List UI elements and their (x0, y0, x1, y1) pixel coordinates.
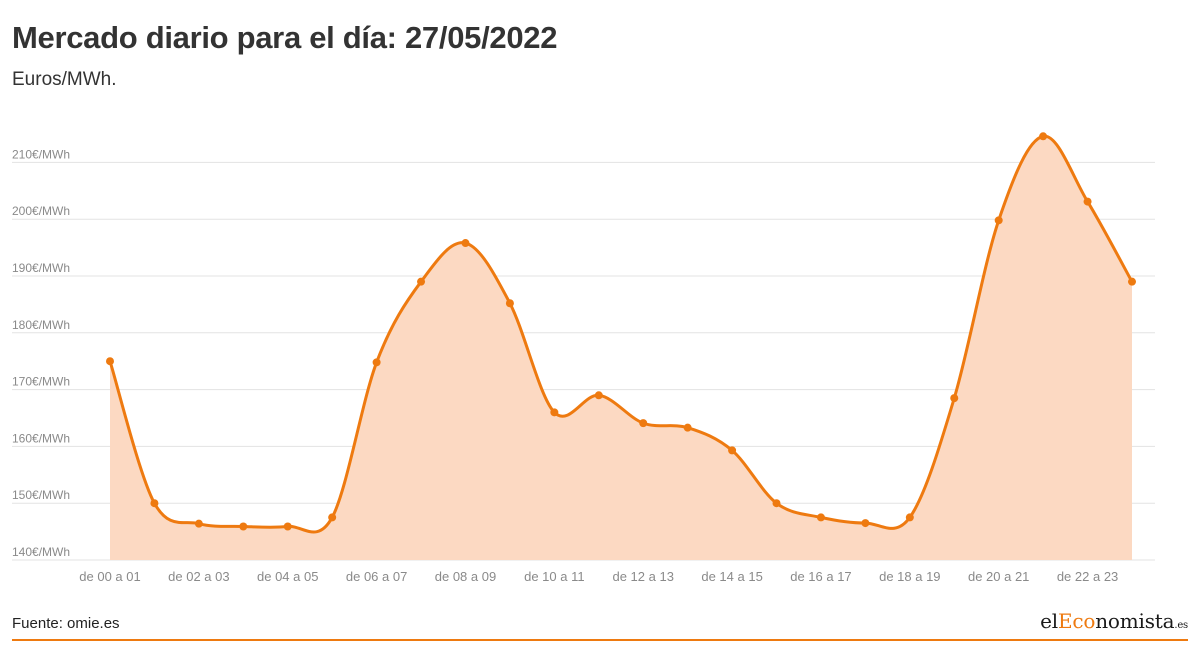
data-point (1039, 132, 1048, 141)
data-point (194, 519, 203, 528)
y-tick-label: 210€/MWh (12, 147, 70, 161)
price-area-chart: 140€/MWh 150€/MWh 160€/MWh 170€/MWh 180€/MWh… (12, 132, 1155, 584)
y-tick-label: 160€/MWh (12, 431, 70, 445)
x-tick-label: de 10 a 11 (524, 569, 584, 584)
data-point (950, 394, 959, 403)
data-point (594, 391, 603, 400)
y-tick-label: 170€/MWh (12, 375, 70, 389)
data-point (772, 499, 781, 508)
data-point (283, 522, 292, 531)
y-tick-label: 200€/MWh (12, 204, 70, 218)
x-tick-label: de 06 a 07 (346, 569, 407, 584)
data-point (905, 513, 914, 522)
x-tick-label: de 18 a 19 (879, 569, 940, 584)
data-point (461, 239, 470, 248)
data-point (1083, 197, 1092, 206)
x-tick-label: de 08 a 09 (435, 569, 496, 584)
data-point (550, 408, 559, 417)
x-tick-label: de 22 a 23 (1057, 569, 1118, 584)
chart-title: Mercado diario para el día: 27/05/2022 (12, 20, 558, 55)
x-tick-label: de 12 a 13 (612, 569, 673, 584)
x-tick-label: de 14 a 15 (701, 569, 762, 584)
data-point (150, 499, 159, 508)
data-point (239, 522, 248, 531)
chart-subtitle: Euros/MWh. (12, 69, 117, 90)
data-point (106, 357, 114, 366)
y-tick-label: 140€/MWh (12, 545, 70, 559)
data-point (328, 513, 337, 522)
x-tick-label: de 20 a 21 (968, 569, 1029, 584)
data-point (417, 277, 426, 286)
x-tick-label: de 04 a 05 (257, 569, 318, 584)
data-point (816, 513, 825, 522)
data-point (994, 216, 1003, 225)
data-point (505, 299, 514, 308)
x-tick-label: de 16 a 17 (790, 569, 851, 584)
y-tick-label: 180€/MWh (12, 318, 70, 332)
footer-divider (12, 639, 1188, 641)
x-tick-label: de 02 a 03 (168, 569, 229, 584)
y-tick-label: 150€/MWh (12, 488, 70, 502)
eleconomista-logo[interactable]: elEconomista.es (1040, 609, 1188, 633)
data-point (683, 423, 692, 432)
data-point (639, 419, 648, 428)
source-note: Fuente: omie.es (12, 615, 120, 632)
data-point (1128, 277, 1136, 286)
data-point (728, 446, 737, 455)
price-area-fill (110, 136, 1132, 560)
data-point (372, 358, 381, 367)
x-tick-label: de 00 a 01 (79, 569, 140, 584)
data-point (861, 519, 870, 528)
y-tick-label: 190€/MWh (12, 261, 70, 275)
